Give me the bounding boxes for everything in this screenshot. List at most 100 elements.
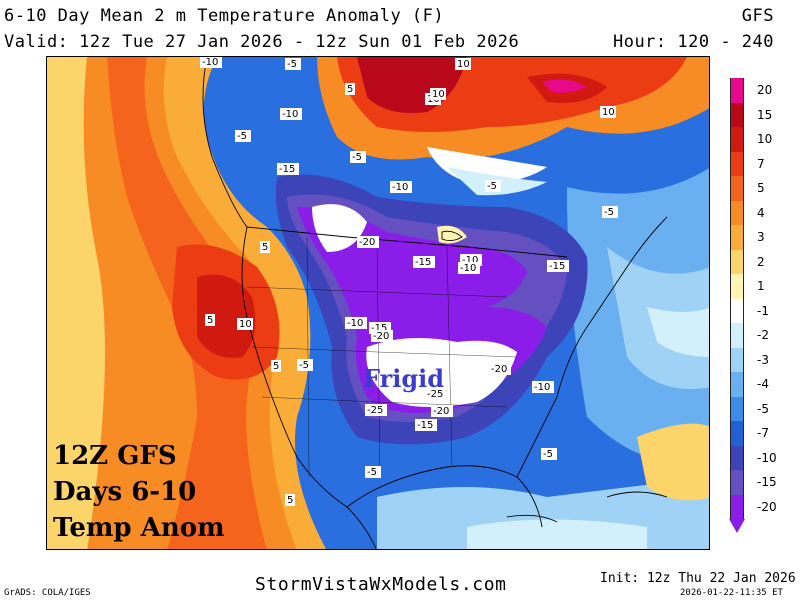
colorbar-label: -7 <box>757 426 769 440</box>
contour-label-bg <box>260 241 270 253</box>
model-name: GFS <box>741 6 774 26</box>
contour-label-bg <box>271 360 281 372</box>
contour-label: -5 <box>352 152 362 163</box>
colorbar-swatch <box>730 494 744 519</box>
colorbar-label: -10 <box>757 450 777 465</box>
contour-label: -15 <box>415 257 431 268</box>
contour-label: -25 <box>367 405 383 416</box>
contour-label: -5 <box>487 181 497 192</box>
contour-label: -5 <box>543 449 553 460</box>
contour-label: 10 <box>457 59 470 70</box>
contour-label: 10 <box>239 319 252 330</box>
colorbar-swatch <box>730 78 744 103</box>
colorbar-label: 20 <box>757 83 773 97</box>
contour-label: -10 <box>534 382 550 393</box>
website-credit: StormVistaWxModels.com <box>255 574 507 595</box>
contour-label-bg <box>489 363 511 375</box>
hudson-warm-20 <box>542 79 587 93</box>
map-title: 6-10 Day Mean 2 m Temperature Anomaly (F… <box>4 6 445 26</box>
contour-label: -10 <box>460 263 476 274</box>
forecast-hours: Hour: 120 - 240 <box>612 32 774 52</box>
contour-label-bg <box>277 163 299 175</box>
contour-label-bg <box>430 88 446 100</box>
contour-label: 5 <box>287 495 293 506</box>
colorbar-swatch <box>730 347 744 372</box>
contour-label: -5 <box>287 59 297 70</box>
caribbean-pale <box>467 519 647 549</box>
contour-label-bg <box>413 256 435 268</box>
contour-label: -15 <box>417 420 433 431</box>
overlay-line-1: 12Z GFS <box>53 441 177 471</box>
colorbar-top-arrow <box>729 64 745 78</box>
contour-label: 10 <box>602 107 615 118</box>
contour-label-bg <box>345 83 355 95</box>
colorbar-swatch <box>730 127 744 152</box>
colorbar-label: -3 <box>757 352 769 367</box>
contour-label: -5 <box>367 467 377 478</box>
colorbar-label: 15 <box>757 107 773 122</box>
colorbar-swatch <box>730 421 744 446</box>
contour-label: -15 <box>549 261 565 272</box>
contour-label-bg <box>532 381 554 393</box>
colorbar-swatch <box>730 323 744 348</box>
contour-label-bg <box>455 58 471 70</box>
colorbar-swatch <box>730 445 744 470</box>
contour-label: -5 <box>604 207 614 218</box>
contour-label-bg <box>547 260 569 272</box>
cold-minus-25-north <box>312 204 367 252</box>
contour-label-bg <box>365 404 387 416</box>
contour-label-bg <box>285 58 301 70</box>
intermountain-warm-10 <box>197 274 256 358</box>
contour-label-bg <box>458 262 480 274</box>
colorbar-swatch <box>730 176 744 201</box>
colorbar-swatch <box>730 102 744 127</box>
contour-label-bg <box>205 314 215 326</box>
colorbar-label: -2 <box>757 328 769 342</box>
contour-label-bg <box>602 206 618 218</box>
colorbar-swatch <box>730 470 744 495</box>
colorbar-label: -5 <box>757 401 769 416</box>
contour-label: -5 <box>299 360 309 371</box>
contour-label-bg <box>280 108 302 120</box>
contour-label-bg <box>541 448 557 460</box>
colorbar-label: 2 <box>757 254 765 269</box>
contour-label-bg <box>425 388 447 400</box>
contour-label-bg <box>285 494 295 506</box>
atlantic-warm-patch <box>637 423 709 501</box>
contour-label: 5 <box>347 84 353 95</box>
init-time: Init: 12z Thu 22 Jan 2026 <box>600 571 796 586</box>
state-borders <box>246 236 518 478</box>
colorbar-label: 7 <box>757 156 765 171</box>
overlay-line-2: Days 6-10 <box>53 477 197 507</box>
contour-label: 5 <box>262 242 268 253</box>
colorbar-bottom-arrow <box>729 519 745 533</box>
colorbar-label: -20 <box>757 499 777 514</box>
generated-stamp: 2026-01-22-11:35 ET <box>680 588 783 598</box>
contour-label: -20 <box>373 331 389 342</box>
colorbar-label: 5 <box>757 181 765 195</box>
overlay-line-3: Temp Anom <box>53 513 225 543</box>
pacific-warm-2 <box>47 57 105 549</box>
great-lakes-warm <box>437 225 467 244</box>
colorbar-swatch <box>730 396 744 421</box>
contour-label-bg <box>390 181 412 193</box>
colorbar-label: -4 <box>757 377 769 391</box>
contour-label-bg <box>237 318 253 330</box>
contour-label: -15 <box>371 323 387 334</box>
grads-credit: GrADS: COLA/IGES <box>4 588 91 598</box>
contour-label: -10 <box>282 109 298 120</box>
contour-label-bg <box>365 466 381 478</box>
contour-label: -10 <box>347 318 363 329</box>
contour-label: -20 <box>433 406 449 417</box>
colorbar-swatch <box>730 274 744 299</box>
contour-label: -10 <box>392 182 408 193</box>
contour-label: -15 <box>279 164 295 175</box>
contour-label: -10 <box>462 255 478 266</box>
contour-labels: -10-51051010-10-5-15-5-10-5-5-20-15-10-1… <box>200 57 618 506</box>
colorbar-swatch <box>730 249 744 274</box>
coastlines <box>202 57 668 549</box>
contour-label: -25 <box>427 389 443 400</box>
cold-minus-25-south <box>366 338 517 407</box>
contour-label-bg <box>485 180 501 192</box>
contour-label-bg <box>600 106 616 118</box>
